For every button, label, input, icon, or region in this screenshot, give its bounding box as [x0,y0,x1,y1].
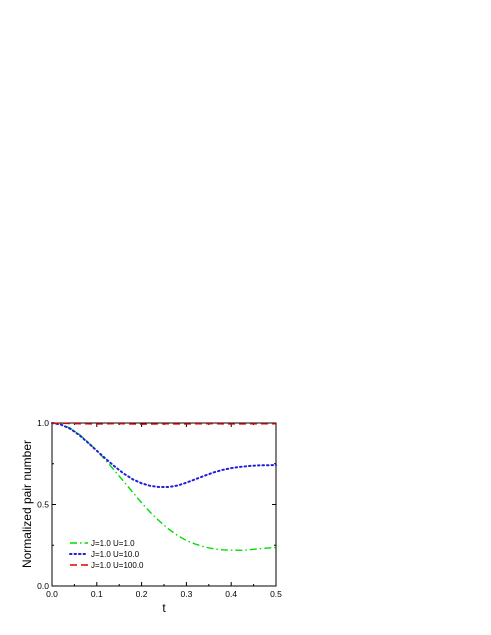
y-tick-label: 1.0 [37,418,49,428]
x-tick-label: 0.0 [46,589,58,599]
y-tick-label: 0.5 [37,500,49,510]
y-tick-label: 0.0 [37,581,49,591]
series-line-3 [51,422,276,425]
x-tick-label: 0.5 [270,589,282,599]
x-tick-label: 0.4 [225,589,237,599]
tick-labels: 0.0 0.1 0.2 0.3 0.4 0.5 0.0 0.5 1.0 [37,418,282,599]
x-tick-label: 0.3 [180,589,192,599]
series-line-1 [51,422,277,552]
x-axis-label: t [162,601,166,615]
legend: J=1.0 U=1.0 J=1.0 U=10.0 J=1.0 U=100.0 [66,536,154,572]
legend-entry: J=1.0 U=1.0 [91,539,135,548]
x-tick-label: 0.1 [91,589,103,599]
series-line-2 [51,422,277,489]
x-tick-label: 0.2 [136,589,148,599]
legend-entry: J=1.0 U=10.0 [91,550,140,559]
y-axis-label: Normalized pair number [20,440,34,568]
series-lines [51,422,277,552]
legend-entry: J=1.0 U=100.0 [91,561,144,570]
